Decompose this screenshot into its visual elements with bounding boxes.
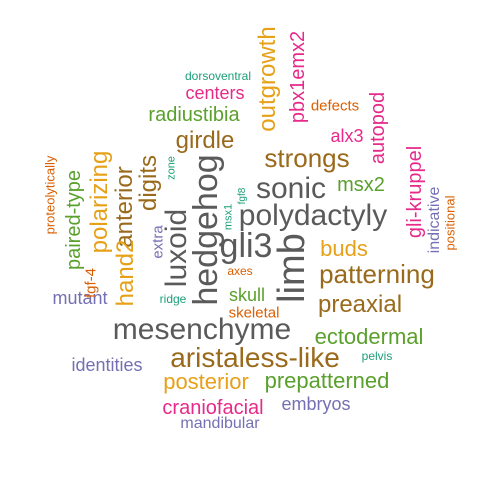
word-gli3: gli3 [219,227,273,265]
word-indicative: indicative [426,186,443,254]
word-axes: axes [227,264,253,278]
word-dorsoventral: dorsoventral [184,69,252,83]
word-preaxial: preaxial [317,291,403,318]
word-prepatterned: prepatterned [264,368,390,393]
word-fgf8: fgf8 [237,187,248,205]
word-digits: digits [135,154,162,212]
word-embryos: embryos [281,394,351,414]
word-paired-type: paired-type [63,169,85,271]
word-limb: limb [271,233,313,303]
word-ectodermal: ectodermal [314,324,424,349]
word-skull: skull [228,285,266,305]
word-posterior: posterior [163,369,249,394]
word-skeletal: skeletal [228,304,280,322]
word-girdle: girdle [175,127,235,154]
word-anterior: anterior [111,166,138,248]
word-radiustibia: radiustibia [148,104,240,126]
word-strongs: strongs [264,143,350,173]
word-mandibular: mandibular [180,415,260,432]
word-identities: identities [71,355,143,375]
word-craniofacial: craniofacial [162,397,264,419]
word-centers: centers [185,83,245,103]
word-defects: defects [310,97,360,115]
word-pbx1emx2: pbx1emx2 [287,30,309,124]
word-autopod: autopod [367,91,389,165]
word-gli-kruppel: gli-kruppel [404,145,426,239]
word-hand2: hand2 [112,239,139,307]
word-buds: buds [320,236,368,261]
word-proteolytically: proteolytically [42,155,58,235]
word-aristaless-like: aristaless-like [170,342,340,373]
word-mesenchyme: mesenchyme [112,313,292,346]
word-msx1: msx1 [222,203,235,231]
word-extra: extra [149,225,167,259]
word-luxoid: luxoid [160,208,193,288]
word-polydactyly: polydactyly [238,199,388,232]
word-positional: positional [442,195,458,251]
word-mutant: mutant [52,288,108,308]
word-zone: zone [165,156,178,180]
word-polarizing: polarizing [86,150,113,254]
word-fgf-4: fgf-4 [82,267,100,299]
word-msx2: msx2 [337,174,385,196]
word-hedgehog: hedgehog [187,154,225,306]
word-outgrowth: outgrowth [254,26,281,132]
word-sonic: sonic [255,172,327,205]
word-pelvis: pelvis [361,349,393,363]
word-alx3: alx3 [330,126,364,146]
word-patterning: patterning [319,259,435,289]
word-ridge: ridge [159,292,187,306]
